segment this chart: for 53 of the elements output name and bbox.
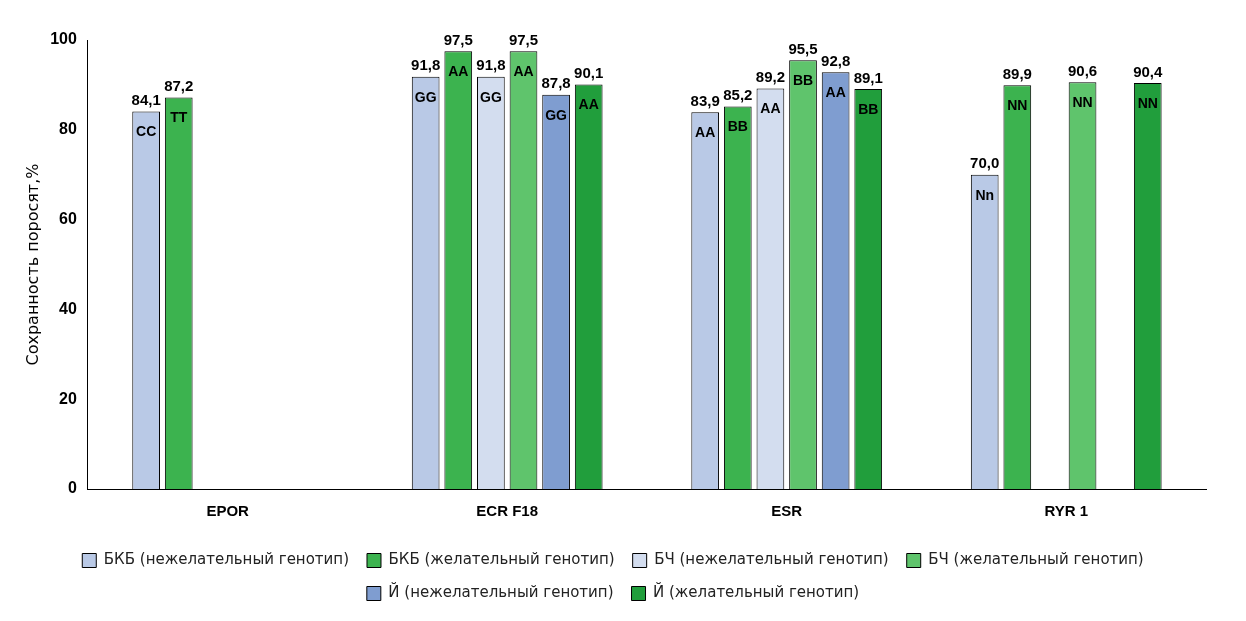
data-label: 89,2 <box>755 68 786 86</box>
y-tick-label: 80 <box>59 120 77 138</box>
data-label: 90,4 <box>1133 62 1164 80</box>
annotation: AA <box>578 96 599 113</box>
annotation: BB <box>858 100 879 117</box>
x-tick-label: ESR <box>771 502 803 520</box>
data-label: 90,1 <box>574 64 604 82</box>
data-label: 97,5 <box>443 30 473 48</box>
y-tick-label: 60 <box>59 210 77 228</box>
annotation: AA <box>825 84 846 101</box>
legend-label: БЧ (нежелательный генотип) <box>654 550 889 569</box>
y-axis-title: Сохранность поросят,% <box>22 163 42 366</box>
x-tick-label: ECR F18 <box>476 502 539 520</box>
data-label: 95,5 <box>788 39 818 57</box>
annotation: AA <box>695 124 716 141</box>
data-label: 90,6 <box>1067 61 1098 79</box>
annotation: NN <box>1007 97 1028 114</box>
annotation: BB <box>727 118 748 135</box>
annotation: GG <box>545 106 568 123</box>
data-label: 87,2 <box>164 77 194 95</box>
data-label: 70,0 <box>970 154 1000 172</box>
data-label: 83,9 <box>690 91 720 109</box>
data-label: 97,5 <box>508 30 539 48</box>
annotation: Nn <box>975 186 995 203</box>
data-label: 85,2 <box>723 86 753 104</box>
annotation: GG <box>414 88 437 105</box>
annotation: NN <box>1072 94 1093 111</box>
x-tick-label: RYR 1 <box>1044 502 1089 520</box>
y-tick-label: 0 <box>67 479 77 497</box>
legend-label: БКБ (желательный генотип) <box>388 550 615 569</box>
legend-label: Й (желательный генотип) <box>653 582 860 602</box>
annotation: AA <box>760 100 781 117</box>
data-label: 84,1 <box>131 91 161 109</box>
data-label: 87,8 <box>541 74 571 92</box>
data-label: 89,9 <box>1002 64 1032 82</box>
annotation: AA <box>448 63 469 80</box>
annotation: AA <box>513 63 534 80</box>
legend-label: БКБ (нежелательный генотип) <box>103 550 349 569</box>
y-tick-label: 100 <box>50 30 77 48</box>
annotation: TT <box>170 109 188 126</box>
annotation: CC <box>136 123 157 140</box>
data-label: 91,8 <box>411 56 441 74</box>
x-tick-label: EPOR <box>206 502 250 520</box>
data-label: 89,1 <box>853 68 883 86</box>
data-label: 91,8 <box>476 56 506 74</box>
annotation: GG <box>479 88 502 105</box>
y-tick-label: 40 <box>59 299 77 317</box>
y-tick-label: 20 <box>59 389 77 407</box>
legend-label: Й (нежелательный генотип) <box>388 582 614 602</box>
data-label: 92,8 <box>821 51 851 69</box>
legend-label: БЧ (желательный генотип) <box>928 550 1144 569</box>
annotation: NN <box>1137 94 1158 111</box>
annotation: BB <box>792 72 814 89</box>
